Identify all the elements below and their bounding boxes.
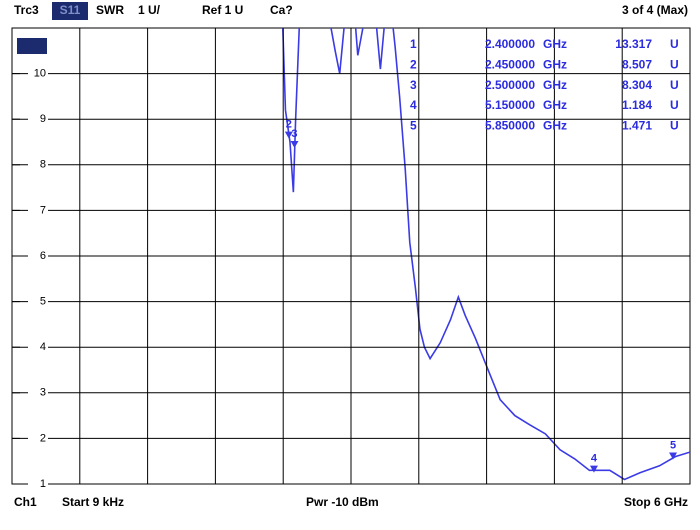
marker-number: 3 xyxy=(410,78,417,92)
marker-status: 3 of 4 (Max) xyxy=(622,3,688,17)
marker-tag: 4 xyxy=(591,453,598,465)
trace-name: Trc3 xyxy=(14,3,39,17)
marker-number: 5 xyxy=(410,118,417,132)
tick-label-bg xyxy=(28,203,48,218)
marker-tag: 2 xyxy=(286,119,292,131)
marker-value: 13.317 xyxy=(615,37,652,51)
reference: Ref 1 U xyxy=(202,3,243,17)
marker-unit: U xyxy=(670,98,679,112)
marker-value: 1.471 xyxy=(622,118,652,132)
y-tick-label: 1 xyxy=(40,478,46,490)
tick-label-bg xyxy=(28,294,48,309)
marker-triangle xyxy=(669,452,678,460)
marker-freq-unit: GHz xyxy=(543,57,567,71)
power: Pwr -10 dBm xyxy=(306,495,379,509)
marker-number: 1 xyxy=(410,37,417,51)
cal-status: Ca? xyxy=(270,3,293,17)
y-tick-label: 4 xyxy=(40,341,46,353)
marker-number: 4 xyxy=(410,98,417,112)
marker-unit: U xyxy=(670,78,679,92)
trace-line xyxy=(282,28,690,481)
param-box xyxy=(52,2,88,20)
marker-number: 2 xyxy=(410,57,417,71)
tick-label-bg xyxy=(28,66,48,81)
marker-value: 1.184 xyxy=(622,98,652,112)
marker-freq-unit: GHz xyxy=(543,78,567,92)
tick-label-bg xyxy=(28,431,48,446)
tick-label-bg xyxy=(28,112,48,127)
tick-label-bg xyxy=(28,157,48,172)
y-tick-label: 7 xyxy=(40,204,46,216)
marker-frequency: 5.150000 xyxy=(485,98,535,112)
tick-label-bg xyxy=(28,249,48,263)
y-tick-label: 5 xyxy=(40,296,46,308)
tick-label-bg xyxy=(28,477,48,491)
marker-frequency: 2.500000 xyxy=(485,78,535,92)
marker-frequency: 2.400000 xyxy=(485,37,535,51)
start: Start 9 kHz xyxy=(62,495,124,509)
y-tick-label: 6 xyxy=(40,250,46,262)
marker-unit: U xyxy=(670,37,679,51)
marker-value: 8.304 xyxy=(622,78,652,92)
marker-tag: 5 xyxy=(670,439,676,451)
marker-tag: 3 xyxy=(291,128,297,140)
marker-freq-unit: GHz xyxy=(543,98,567,112)
y-tick-label: 2 xyxy=(40,432,46,444)
y-tick-label: 3 xyxy=(40,387,46,399)
stop: Stop 6 GHz xyxy=(624,495,688,509)
marker-triangle xyxy=(284,131,293,139)
y-tick-label: 9 xyxy=(40,113,46,125)
tick-label-bg xyxy=(28,385,48,400)
channel: Ch1 xyxy=(14,495,37,509)
marker-frequency: 5.850000 xyxy=(485,118,535,132)
marker-triangle xyxy=(589,465,598,473)
marker-unit: U xyxy=(670,57,679,71)
format: SWR xyxy=(96,3,124,17)
scale: 1 U/ xyxy=(138,3,161,17)
y-tick-label: 8 xyxy=(40,159,46,171)
tick-label-bg xyxy=(28,340,48,355)
marker-value: 8.507 xyxy=(622,57,652,71)
marker-unit: U xyxy=(670,118,679,132)
marker-frequency: 2.450000 xyxy=(485,57,535,71)
marker-freq-unit: GHz xyxy=(543,37,567,51)
marker-triangle xyxy=(290,140,299,148)
trace-tag xyxy=(17,38,47,54)
parameter: S11 xyxy=(60,3,81,17)
marker-freq-unit: GHz xyxy=(543,118,567,132)
y-tick-label: 10 xyxy=(34,68,46,80)
